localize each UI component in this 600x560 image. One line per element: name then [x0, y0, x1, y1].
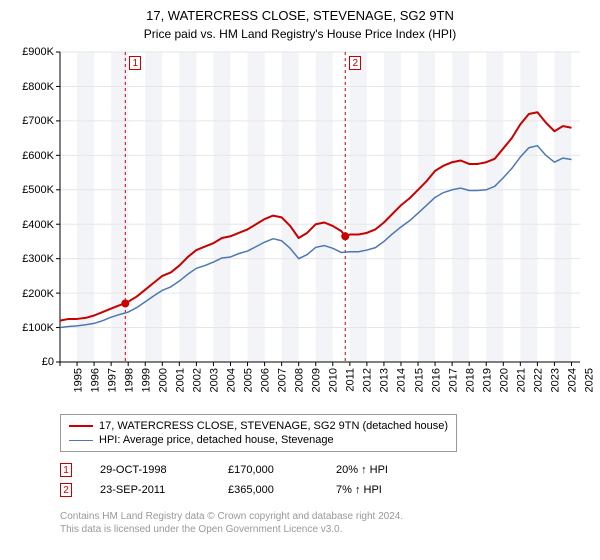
- y-tick-label: £500K: [22, 184, 54, 196]
- y-tick-label: £200K: [22, 288, 54, 300]
- sale-date: 23-SEP-2011: [100, 484, 200, 496]
- sale-price: £365,000: [228, 484, 308, 496]
- x-tick-label: 2020: [498, 368, 510, 392]
- x-tick-label: 2014: [396, 368, 408, 392]
- sale-marker: 2: [349, 56, 361, 70]
- x-tick-label: 2015: [413, 368, 425, 392]
- legend-swatch: [69, 425, 93, 427]
- x-tick-label: 2013: [379, 368, 391, 392]
- sale-delta: 7% ↑ HPI: [336, 484, 382, 496]
- x-tick-label: 2004: [226, 368, 238, 392]
- y-tick-label: £0: [42, 356, 54, 368]
- sale-marker: 1: [60, 463, 72, 477]
- x-tick-label: 2016: [430, 368, 442, 392]
- x-tick-label: 2021: [516, 368, 528, 392]
- legend-row: 17, WATERCRESS CLOSE, STEVENAGE, SG2 9TN…: [69, 419, 448, 433]
- chart-subtitle: Price paid vs. HM Land Registry's House …: [10, 27, 590, 43]
- license-footer: Contains HM Land Registry data © Crown c…: [60, 510, 590, 536]
- legend-swatch: [69, 440, 93, 442]
- x-tick-label: 2009: [311, 368, 323, 392]
- sale-price: £170,000: [228, 464, 308, 476]
- sale-row: 1 29-OCT-1998 £170,000 20% ↑ HPI: [60, 460, 590, 480]
- sale-date: 29-OCT-1998: [100, 464, 200, 476]
- x-tick-label: 2022: [533, 368, 545, 392]
- x-tick-label: 2007: [277, 368, 289, 392]
- x-tick-label: 2023: [550, 368, 562, 392]
- x-tick-label: 2005: [243, 368, 255, 392]
- x-tick-label: 2011: [345, 368, 357, 392]
- chart-area: £0 £100K £200K £300K £400K £500K £600K £700K £80…: [10, 48, 590, 408]
- x-tick-label: 2002: [192, 368, 204, 392]
- legend-label: HPI: Average price, detached house, Stev…: [99, 434, 334, 446]
- y-tick-label: £700K: [22, 115, 54, 127]
- sale-row: 2 23-SEP-2011 £365,000 7% ↑ HPI: [60, 480, 590, 500]
- x-tick-label: 2012: [362, 368, 374, 392]
- x-tick-label: 2019: [481, 368, 493, 392]
- x-tick-label: 1998: [123, 368, 135, 392]
- x-tick-label: 1999: [140, 368, 152, 392]
- y-tick-label: £400K: [22, 219, 54, 231]
- chart-title: 17, WATERCRESS CLOSE, STEVENAGE, SG2 9TN: [10, 8, 590, 25]
- x-tick-label: 1997: [106, 368, 118, 392]
- footer-line: Contains HM Land Registry data © Crown c…: [60, 510, 590, 523]
- y-tick-label: £900K: [22, 46, 54, 58]
- legend: 17, WATERCRESS CLOSE, STEVENAGE, SG2 9TN…: [60, 414, 457, 452]
- x-tick-label: 2008: [294, 368, 306, 392]
- chart-svg: [10, 48, 590, 408]
- x-tick-label: 1996: [89, 368, 101, 392]
- sale-marker: 1: [129, 56, 141, 70]
- x-tick-label: 2010: [328, 368, 340, 392]
- y-tick-label: £300K: [22, 253, 54, 265]
- x-tick-label: 2000: [157, 368, 169, 392]
- footer-line: This data is licensed under the Open Gov…: [60, 523, 590, 536]
- x-tick-label: 2024: [567, 368, 579, 392]
- y-tick-label: £800K: [22, 81, 54, 93]
- x-tick-label: 2017: [447, 368, 459, 392]
- sale-marker: 2: [60, 483, 72, 497]
- sales-table: 1 29-OCT-1998 £170,000 20% ↑ HPI 2 23-SEP-201…: [60, 460, 590, 500]
- x-tick-label: 2001: [175, 368, 187, 392]
- x-tick-label: 1995: [72, 368, 84, 392]
- chart-container: 17, WATERCRESS CLOSE, STEVENAGE, SG2 9TN…: [0, 0, 600, 546]
- legend-label: 17, WATERCRESS CLOSE, STEVENAGE, SG2 9TN…: [99, 420, 448, 432]
- x-tick-label: 2018: [464, 368, 476, 392]
- legend-row: HPI: Average price, detached house, Stev…: [69, 433, 448, 447]
- sale-delta: 20% ↑ HPI: [336, 464, 388, 476]
- x-tick-label: 2003: [209, 368, 221, 392]
- x-tick-label: 2006: [260, 368, 272, 392]
- y-tick-label: £600K: [22, 150, 54, 162]
- y-tick-label: £100K: [22, 322, 54, 334]
- x-tick-label: 2025: [584, 368, 596, 392]
